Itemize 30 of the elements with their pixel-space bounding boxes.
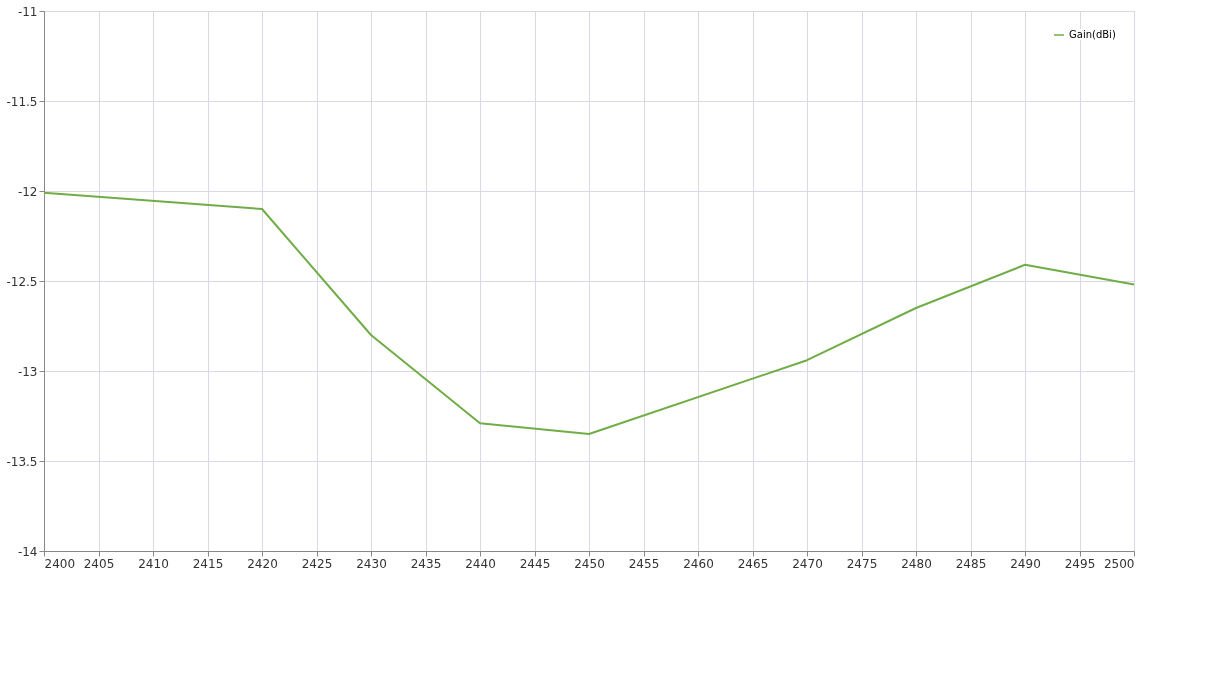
x-tick-label: 2415 <box>192 556 224 571</box>
x-tick-label: 2400 <box>44 556 76 571</box>
x-tick-label: 2445 <box>519 556 551 571</box>
x-tick-label: 2460 <box>683 556 714 571</box>
x-tick-label: 2430 <box>356 556 387 571</box>
x-tick-label: 2490 <box>1010 556 1041 571</box>
x-tick-label: 2440 <box>465 556 496 571</box>
x-tick-label: 2500 <box>1103 556 1135 571</box>
y-tick-label: -12 <box>17 184 38 199</box>
y-tick-label: -13 <box>17 364 38 379</box>
y-tick-label: -11.5 <box>6 94 38 109</box>
x-tick-label: 2455 <box>628 556 660 571</box>
y-tick-label: -13.5 <box>6 454 38 469</box>
x-tick-label: 2405 <box>83 556 115 571</box>
x-tick-label: 2465 <box>737 556 769 571</box>
x-tick-label: 2485 <box>955 556 987 571</box>
x-tick-label: 2420 <box>247 556 278 571</box>
x-tick-label: 2410 <box>138 556 169 571</box>
x-tick-label: 2450 <box>574 556 605 571</box>
y-tick-label: -14 <box>17 544 38 559</box>
y-tick-label: -11 <box>17 4 38 19</box>
x-tick-label: 2425 <box>301 556 333 571</box>
x-tick-label: 2480 <box>901 556 932 571</box>
y-tick-label: -12.5 <box>6 274 38 289</box>
legend-label: Gain(dBi) <box>1069 29 1116 40</box>
x-tick-label: 2475 <box>846 556 878 571</box>
x-tick-label: 2470 <box>792 556 823 571</box>
x-tick-label: 2495 <box>1064 556 1096 571</box>
x-tick-label: 2435 <box>410 556 442 571</box>
line-series <box>43 191 1135 435</box>
